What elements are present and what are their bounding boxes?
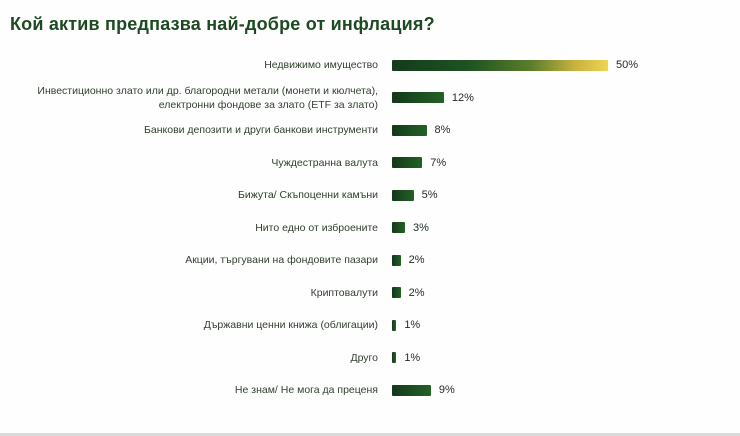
value-label: 12% xyxy=(451,91,474,104)
category-label: Нито едно от изброените xyxy=(255,221,378,234)
bar-area: 1% xyxy=(392,319,730,331)
chart-row: Инвестиционно злато или др. благородни м… xyxy=(10,82,730,115)
chart-row: Нито едно от изброените 3% xyxy=(10,212,730,245)
category-label: Недвижимо имущество xyxy=(264,59,378,72)
category-label: Криптовалути xyxy=(310,286,378,299)
category-label: Не знам/ Не мога да преценя xyxy=(234,384,378,397)
chart-row: Криптовалути 2% xyxy=(10,277,730,310)
chart-row: Не знам/ Не мога да преценя 9% xyxy=(10,374,730,407)
value-label: 5% xyxy=(421,189,438,202)
bar xyxy=(392,319,397,331)
bar xyxy=(392,352,397,364)
bar xyxy=(392,92,444,104)
value-label: 50% xyxy=(616,59,639,72)
bar xyxy=(392,59,608,71)
value-label: 2% xyxy=(408,286,425,299)
bar-area: 50% xyxy=(392,59,730,71)
chart-row: Чуждестранна валута 7% xyxy=(10,147,730,180)
bar-area: 7% xyxy=(392,157,730,169)
category-label: Чуждестранна валута xyxy=(271,156,378,169)
bar-area: 2% xyxy=(392,287,730,299)
bar-area: 8% xyxy=(392,124,730,136)
bar xyxy=(392,254,401,266)
bar xyxy=(392,384,431,396)
chart-title: Кой актив предпазва най-добре от инфлаци… xyxy=(10,14,435,34)
value-label: 3% xyxy=(412,221,429,234)
bar-area: 1% xyxy=(392,352,730,364)
bar xyxy=(392,124,427,136)
value-label: 8% xyxy=(434,124,451,137)
value-label: 1% xyxy=(404,319,421,332)
category-label: Акции, търгувани на фондовите пазари xyxy=(185,254,378,267)
chart-row: Акции, търгувани на фондовите пазари 2% xyxy=(10,244,730,277)
bar xyxy=(392,222,405,234)
bar-area: 2% xyxy=(392,254,730,266)
chart-row: Друго 1% xyxy=(10,342,730,375)
bar-area: 12% xyxy=(392,92,730,104)
category-label: Държавни ценни книжа (облигации) xyxy=(203,319,378,332)
category-label: Бижута/ Скъпоценни камъни xyxy=(237,189,378,202)
value-label: 2% xyxy=(408,254,425,267)
category-label: Инвестиционно злато или др. благородни м… xyxy=(37,84,378,111)
category-label: Банкови депозити и други банкови инструм… xyxy=(143,124,378,137)
chart-row: Недвижимо имущество 50% xyxy=(10,49,730,82)
bar-chart: Недвижимо имущество 50% Инвестиционно злат… xyxy=(10,49,730,407)
bar-area: 3% xyxy=(392,222,730,234)
bar-area: 9% xyxy=(392,384,730,396)
bar xyxy=(392,157,423,169)
bar xyxy=(392,189,414,201)
category-label: Друго xyxy=(350,351,378,364)
bar xyxy=(392,287,401,299)
chart-row: Бижута/ Скъпоценни камъни 5% xyxy=(10,179,730,212)
chart-row: Държавни ценни книжа (облигации) 1% xyxy=(10,309,730,342)
chart-row: Банкови депозити и други банкови инструм… xyxy=(10,114,730,147)
value-label: 1% xyxy=(404,351,421,364)
value-label: 7% xyxy=(430,156,447,169)
value-label: 9% xyxy=(438,384,455,397)
bar-area: 5% xyxy=(392,189,730,201)
